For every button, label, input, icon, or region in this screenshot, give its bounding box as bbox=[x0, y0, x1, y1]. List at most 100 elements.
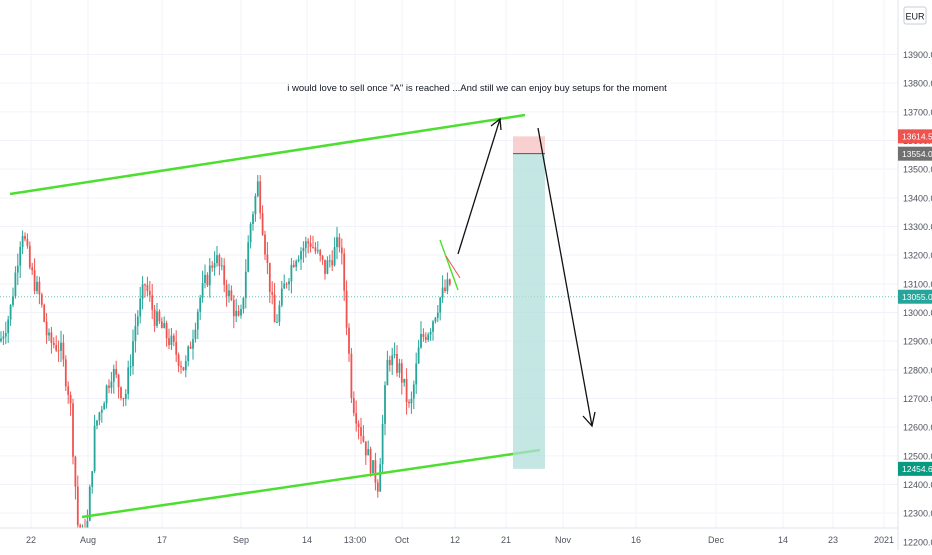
candle-body bbox=[434, 317, 437, 322]
candle-body bbox=[429, 331, 432, 335]
y-tick-label: 12700.0 bbox=[903, 394, 932, 404]
candle-body bbox=[112, 369, 115, 382]
candle-body bbox=[103, 403, 106, 410]
candle-body bbox=[240, 309, 242, 316]
candle-body bbox=[98, 412, 101, 421]
candle-body bbox=[163, 323, 166, 329]
y-tick-label: 12900.0 bbox=[903, 337, 932, 347]
candle-body bbox=[148, 290, 151, 296]
candle-body bbox=[410, 398, 413, 404]
candle-body bbox=[122, 398, 125, 400]
candle-body bbox=[45, 321, 48, 336]
candle-body bbox=[199, 297, 202, 312]
candle-body bbox=[160, 321, 163, 329]
candle-body bbox=[120, 387, 122, 399]
y-tick-label: 13000.0 bbox=[903, 308, 932, 318]
currency-box[interactable] bbox=[903, 6, 927, 25]
candle-body bbox=[216, 255, 218, 264]
candle-body bbox=[280, 288, 283, 306]
candle-body bbox=[276, 322, 278, 324]
y-tick-label: 12600.0 bbox=[903, 423, 932, 433]
candle-body bbox=[352, 398, 355, 414]
candle-body bbox=[67, 386, 70, 395]
candle-body bbox=[0, 338, 2, 342]
candle-body bbox=[436, 312, 439, 318]
candle-body bbox=[60, 342, 62, 351]
candle-body bbox=[252, 214, 254, 225]
candle-body bbox=[420, 333, 422, 348]
candle-body bbox=[232, 299, 235, 317]
candle-body bbox=[14, 272, 17, 297]
candle-body bbox=[350, 353, 353, 399]
candle-body bbox=[336, 237, 338, 248]
candle-body bbox=[292, 264, 295, 267]
candle-body bbox=[343, 253, 346, 291]
candle-body bbox=[256, 181, 259, 197]
candle-body bbox=[52, 342, 55, 345]
y-tick-label: 13800.0 bbox=[903, 79, 932, 89]
candle-body bbox=[242, 297, 245, 310]
candle-body bbox=[2, 336, 5, 339]
price-badge-label: 13055.0 bbox=[902, 292, 932, 302]
candle-body bbox=[345, 290, 348, 328]
target-zone bbox=[513, 153, 545, 469]
candle-body bbox=[194, 329, 197, 340]
candle-body bbox=[4, 332, 7, 337]
candle-body bbox=[48, 332, 50, 336]
candle-body bbox=[309, 243, 312, 247]
candle-body bbox=[187, 346, 190, 362]
labels: EUR i would love to sell once "A" is rea… bbox=[287, 6, 932, 476]
candle-body bbox=[314, 247, 317, 252]
candle-body bbox=[386, 359, 389, 386]
candle-body bbox=[168, 338, 170, 345]
candles bbox=[0, 175, 451, 555]
candle-body bbox=[134, 325, 137, 342]
candle-body bbox=[266, 254, 269, 263]
candle-body bbox=[374, 460, 377, 483]
candle-body bbox=[180, 365, 182, 368]
candle-body bbox=[285, 283, 288, 285]
candle-body bbox=[290, 264, 293, 282]
candle-body bbox=[328, 260, 331, 262]
y-tick-label: 12800.0 bbox=[903, 365, 932, 375]
candle-body bbox=[319, 250, 322, 256]
candle-body bbox=[40, 294, 43, 305]
candle-body bbox=[57, 350, 60, 352]
y-tick-label: 12400.0 bbox=[903, 480, 932, 490]
candle-body bbox=[331, 260, 334, 266]
grid bbox=[0, 0, 898, 543]
candle-body bbox=[16, 265, 19, 273]
candle-body bbox=[235, 310, 238, 317]
price-badge bbox=[898, 129, 932, 144]
price-badge-label: 13554.0 bbox=[902, 149, 932, 159]
candle-body bbox=[196, 311, 199, 330]
candle-body bbox=[213, 263, 216, 268]
candle-body bbox=[93, 425, 96, 472]
candle-body bbox=[264, 234, 266, 255]
candle-body bbox=[165, 323, 168, 339]
candle-body bbox=[367, 449, 370, 456]
candle-body bbox=[220, 265, 223, 267]
candle-body bbox=[333, 247, 336, 266]
y-tick-label: 13500.0 bbox=[903, 165, 932, 175]
x-tick-label: 21 bbox=[501, 535, 511, 545]
candle-body bbox=[304, 241, 307, 248]
candle-body bbox=[381, 423, 384, 465]
candle-body bbox=[158, 311, 161, 322]
candle-body bbox=[172, 335, 175, 342]
candle-body bbox=[278, 305, 281, 323]
y-tick-label: 13100.0 bbox=[903, 279, 932, 289]
candle-body bbox=[424, 336, 427, 340]
candle-body bbox=[141, 284, 144, 299]
candle-body bbox=[261, 213, 264, 235]
candle-body bbox=[338, 237, 341, 248]
x-tick-label: 2021 bbox=[874, 535, 894, 545]
candle-body bbox=[316, 250, 319, 252]
candle-body bbox=[62, 342, 65, 360]
x-tick-label: Nov bbox=[555, 535, 572, 545]
candle-body bbox=[136, 316, 139, 326]
candle-body bbox=[108, 385, 110, 388]
